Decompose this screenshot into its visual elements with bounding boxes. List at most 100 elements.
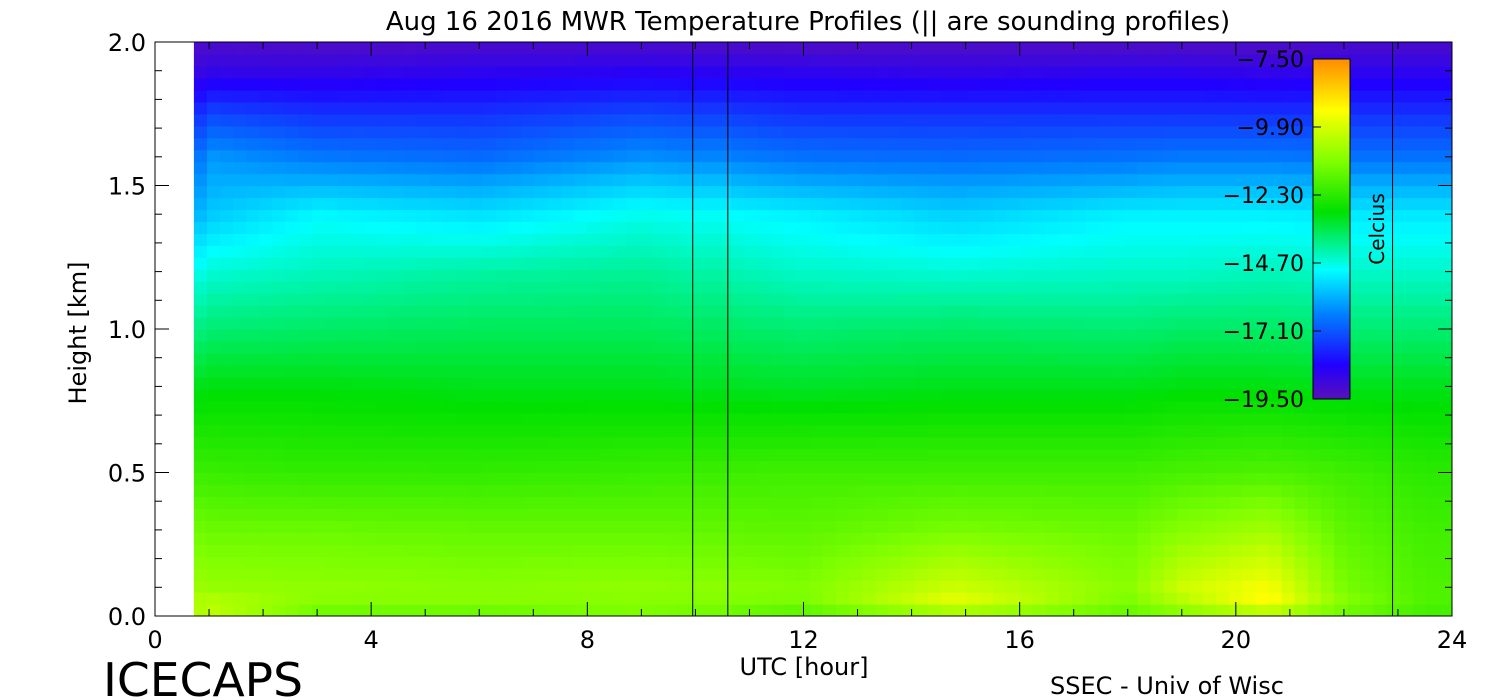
heatmap-cell bbox=[901, 436, 916, 450]
heatmap-cell bbox=[783, 293, 798, 306]
heatmap-cell bbox=[796, 352, 811, 366]
heatmap-cell bbox=[665, 412, 680, 426]
heatmap-cell bbox=[1085, 496, 1099, 509]
heatmap-cell bbox=[587, 209, 601, 222]
heatmap-cell bbox=[1098, 65, 1112, 79]
heatmap-cell bbox=[770, 317, 785, 330]
heatmap-cell bbox=[469, 257, 483, 270]
heatmap-cell bbox=[770, 54, 785, 67]
heatmap-cell bbox=[311, 161, 326, 175]
heatmap-cell bbox=[429, 281, 444, 294]
heatmap-cell bbox=[1137, 400, 1152, 414]
heatmap-cell bbox=[1137, 556, 1152, 569]
heatmap-cell bbox=[298, 544, 313, 557]
heatmap-cell bbox=[207, 592, 221, 605]
heatmap-cell bbox=[193, 364, 208, 378]
heatmap-cell bbox=[1399, 592, 1414, 605]
heatmap-cell bbox=[521, 604, 536, 616]
heatmap-cell bbox=[1019, 161, 1034, 175]
heatmap-cell bbox=[744, 364, 758, 378]
heatmap-cell bbox=[193, 496, 208, 509]
heatmap-cell bbox=[1438, 197, 1452, 211]
heatmap-cell bbox=[560, 341, 575, 354]
heatmap-cell bbox=[691, 400, 706, 414]
heatmap-cell bbox=[665, 209, 680, 222]
heatmap-cell bbox=[574, 352, 588, 366]
heatmap-cell bbox=[233, 484, 247, 498]
heatmap-cell bbox=[272, 293, 287, 306]
heatmap-cell bbox=[442, 113, 457, 127]
heatmap-cell bbox=[1098, 472, 1112, 486]
heatmap-cell bbox=[220, 257, 234, 270]
heatmap-cell bbox=[980, 125, 994, 139]
heatmap-cell bbox=[731, 317, 745, 330]
heatmap-cell bbox=[364, 376, 378, 390]
heatmap-cell bbox=[1032, 352, 1047, 366]
heatmap-cell bbox=[678, 173, 693, 187]
heatmap-cell bbox=[1176, 400, 1191, 414]
heatmap-cell bbox=[1412, 388, 1427, 402]
heatmap-cell bbox=[1347, 400, 1361, 414]
heatmap-cell bbox=[587, 137, 601, 151]
heatmap-cell bbox=[626, 245, 641, 258]
heatmap-cell bbox=[1373, 424, 1388, 438]
heatmap-cell bbox=[757, 149, 772, 163]
heatmap-cell bbox=[849, 448, 863, 462]
heatmap-cell bbox=[1019, 364, 1034, 378]
heatmap-cell bbox=[914, 161, 929, 175]
heatmap-cell bbox=[587, 293, 601, 306]
heatmap-cell bbox=[1281, 197, 1296, 211]
heatmap-cell bbox=[1399, 448, 1414, 462]
heatmap-cell bbox=[888, 65, 903, 79]
heatmap-cell bbox=[1386, 568, 1401, 581]
heatmap-cell bbox=[875, 520, 890, 533]
heatmap-cell bbox=[1045, 352, 1060, 366]
heatmap-cell bbox=[456, 197, 470, 211]
heatmap-cell bbox=[534, 125, 549, 139]
heatmap-cell bbox=[534, 281, 549, 294]
heatmap-cell bbox=[1294, 496, 1309, 509]
heatmap-cell bbox=[1006, 293, 1021, 306]
heatmap-cell bbox=[325, 173, 339, 187]
heatmap-cell bbox=[705, 54, 719, 67]
heatmap-cell bbox=[718, 341, 732, 354]
heatmap-cell bbox=[1124, 412, 1139, 426]
heatmap-cell bbox=[560, 544, 575, 557]
heatmap-cell bbox=[1045, 54, 1060, 67]
heatmap-cell bbox=[338, 137, 352, 151]
heatmap-cell bbox=[416, 436, 431, 450]
heatmap-cell bbox=[1189, 568, 1204, 581]
heatmap-cell bbox=[456, 388, 470, 402]
heatmap-cell bbox=[665, 472, 680, 486]
heatmap-cell bbox=[744, 448, 758, 462]
heatmap-cell bbox=[390, 221, 405, 234]
heatmap-cell bbox=[1058, 484, 1073, 498]
heatmap-cell bbox=[1229, 137, 1243, 151]
heatmap-cell bbox=[246, 592, 260, 605]
heatmap-cell bbox=[574, 113, 588, 127]
heatmap-cell bbox=[272, 604, 287, 616]
heatmap-cell bbox=[927, 520, 942, 533]
heatmap-cell bbox=[1425, 54, 1440, 67]
heatmap-cell bbox=[796, 281, 811, 294]
heatmap-cell bbox=[1045, 400, 1060, 414]
heatmap-cell bbox=[1163, 376, 1178, 390]
heatmap-cell bbox=[639, 269, 654, 282]
heatmap-cell bbox=[193, 317, 208, 330]
heatmap-cell bbox=[377, 424, 392, 438]
heatmap-cell bbox=[770, 233, 785, 246]
heatmap-cell bbox=[678, 113, 693, 127]
heatmap-cell bbox=[429, 388, 444, 402]
heatmap-cell bbox=[246, 388, 260, 402]
heatmap-cell bbox=[534, 161, 549, 175]
heatmap-cell bbox=[1058, 317, 1073, 330]
heatmap-cell bbox=[1373, 101, 1388, 115]
heatmap-cell bbox=[954, 352, 968, 366]
heatmap-cell bbox=[207, 101, 221, 115]
heatmap-cell bbox=[403, 89, 418, 103]
heatmap-cell bbox=[259, 329, 274, 342]
heatmap-cell bbox=[351, 257, 365, 270]
heatmap-cell bbox=[1347, 556, 1361, 569]
heatmap-cell bbox=[705, 173, 719, 187]
heatmap-cell bbox=[849, 209, 863, 222]
